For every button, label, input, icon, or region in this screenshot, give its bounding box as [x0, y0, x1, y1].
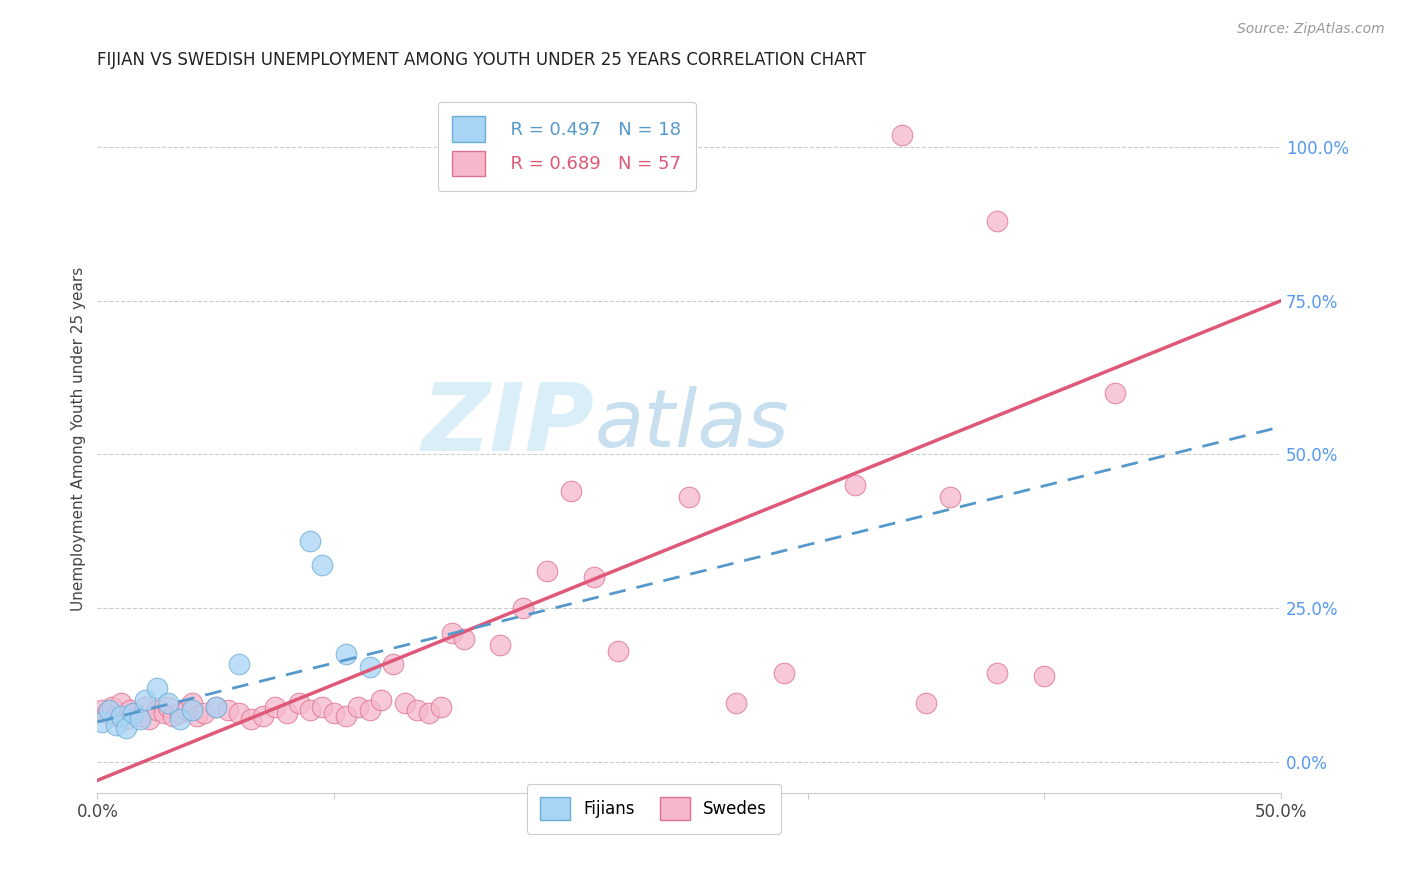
Point — [181, 703, 204, 717]
Point — [299, 703, 322, 717]
Point — [105, 708, 128, 723]
Point — [891, 128, 914, 142]
Point — [240, 712, 263, 726]
Point — [129, 708, 152, 723]
Point — [453, 632, 475, 646]
Point — [276, 706, 298, 720]
Point — [100, 699, 122, 714]
Point — [583, 570, 606, 584]
Point — [359, 703, 381, 717]
Point — [157, 699, 180, 714]
Point — [512, 601, 534, 615]
Point — [370, 693, 392, 707]
Point — [217, 703, 239, 717]
Text: Source: ZipAtlas.com: Source: ZipAtlas.com — [1237, 22, 1385, 37]
Point — [299, 533, 322, 548]
Point — [134, 693, 156, 707]
Point — [252, 708, 274, 723]
Point — [96, 706, 118, 720]
Point — [725, 697, 748, 711]
Point — [311, 558, 333, 573]
Y-axis label: Unemployment Among Youth under 25 years: Unemployment Among Youth under 25 years — [72, 267, 86, 611]
Point — [145, 681, 167, 695]
Point — [91, 714, 114, 729]
Point — [418, 706, 440, 720]
Point — [406, 703, 429, 717]
Point — [488, 638, 510, 652]
Point — [359, 659, 381, 673]
Point — [1033, 669, 1056, 683]
Point — [176, 703, 198, 717]
Point — [138, 712, 160, 726]
Point — [323, 706, 346, 720]
Legend: Fijians, Swedes: Fijians, Swedes — [527, 783, 780, 834]
Point — [678, 491, 700, 505]
Point — [607, 644, 630, 658]
Point — [844, 478, 866, 492]
Point — [204, 699, 226, 714]
Point — [121, 706, 143, 720]
Point — [772, 665, 794, 680]
Text: FIJIAN VS SWEDISH UNEMPLOYMENT AMONG YOUTH UNDER 25 YEARS CORRELATION CHART: FIJIAN VS SWEDISH UNEMPLOYMENT AMONG YOU… — [97, 51, 866, 69]
Point — [110, 697, 132, 711]
Text: atlas: atlas — [595, 386, 789, 464]
Point — [91, 703, 114, 717]
Point — [162, 708, 184, 723]
Point — [114, 712, 136, 726]
Point — [129, 712, 152, 726]
Point — [429, 699, 451, 714]
Point — [560, 484, 582, 499]
Point — [441, 625, 464, 640]
Point — [264, 699, 287, 714]
Point — [394, 697, 416, 711]
Point — [1104, 386, 1126, 401]
Point — [152, 706, 174, 720]
Point — [181, 697, 204, 711]
Point — [110, 708, 132, 723]
Point — [915, 697, 938, 711]
Point — [114, 721, 136, 735]
Point — [311, 699, 333, 714]
Point — [169, 706, 191, 720]
Point — [120, 703, 142, 717]
Point — [124, 706, 146, 720]
Point — [204, 699, 226, 714]
Point — [228, 657, 250, 671]
Point — [986, 214, 1008, 228]
Point — [536, 564, 558, 578]
Point — [335, 708, 357, 723]
Point — [105, 718, 128, 732]
Point — [157, 697, 180, 711]
Point — [134, 699, 156, 714]
Point — [98, 703, 121, 717]
Point — [193, 706, 215, 720]
Point — [228, 706, 250, 720]
Point — [335, 648, 357, 662]
Text: ZIP: ZIP — [422, 379, 595, 471]
Point — [186, 708, 208, 723]
Point — [986, 665, 1008, 680]
Point — [287, 697, 309, 711]
Point — [145, 703, 167, 717]
Point — [169, 712, 191, 726]
Point — [346, 699, 368, 714]
Point — [382, 657, 405, 671]
Point — [938, 491, 960, 505]
